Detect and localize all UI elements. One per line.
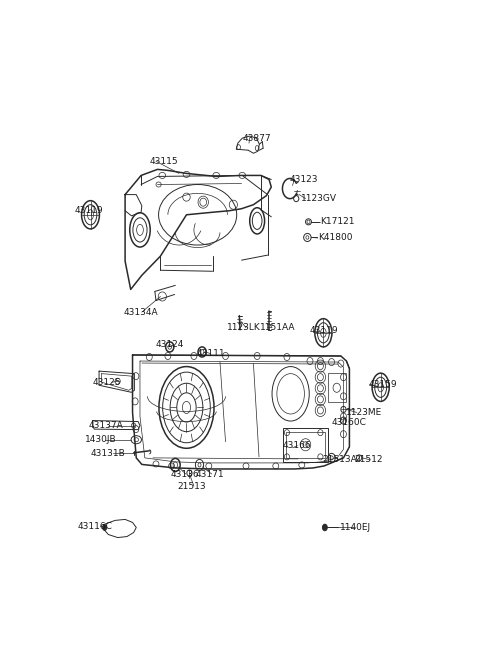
Ellipse shape [102,525,107,531]
Text: 21513A: 21513A [323,455,358,464]
Text: 43119: 43119 [309,326,338,335]
Text: 43134A: 43134A [123,308,158,316]
Text: 43111: 43111 [197,349,226,358]
Text: K17121: K17121 [321,217,355,227]
Text: 43119: 43119 [74,206,103,215]
Text: 21512: 21512 [354,455,383,464]
Text: 1123LK: 1123LK [227,324,261,332]
Text: 1140EJ: 1140EJ [340,523,371,532]
Text: 43131B: 43131B [91,449,125,458]
Text: 43125: 43125 [93,378,121,386]
Text: 43136: 43136 [170,470,199,479]
Text: 43123: 43123 [290,175,318,184]
Text: 43137A: 43137A [89,421,124,430]
Ellipse shape [323,524,327,531]
Bar [283,428,328,462]
Text: 43116C: 43116C [78,522,113,531]
Text: 1151AA: 1151AA [260,324,296,332]
Text: 1430JB: 1430JB [85,435,117,444]
Text: 43115: 43115 [149,157,178,166]
Text: K41800: K41800 [319,233,353,242]
Text: 21513: 21513 [178,481,206,491]
Bar [328,373,346,402]
Text: 43124: 43124 [156,341,184,349]
Text: 43159: 43159 [369,380,397,388]
Text: 1123GV: 1123GV [301,194,337,203]
Text: 1123ME: 1123ME [347,408,383,417]
Text: 43166: 43166 [282,441,311,450]
Text: 43160C: 43160C [332,418,366,427]
Bar [286,432,325,458]
Text: 43877: 43877 [242,134,271,143]
Text: 43171: 43171 [195,470,224,479]
